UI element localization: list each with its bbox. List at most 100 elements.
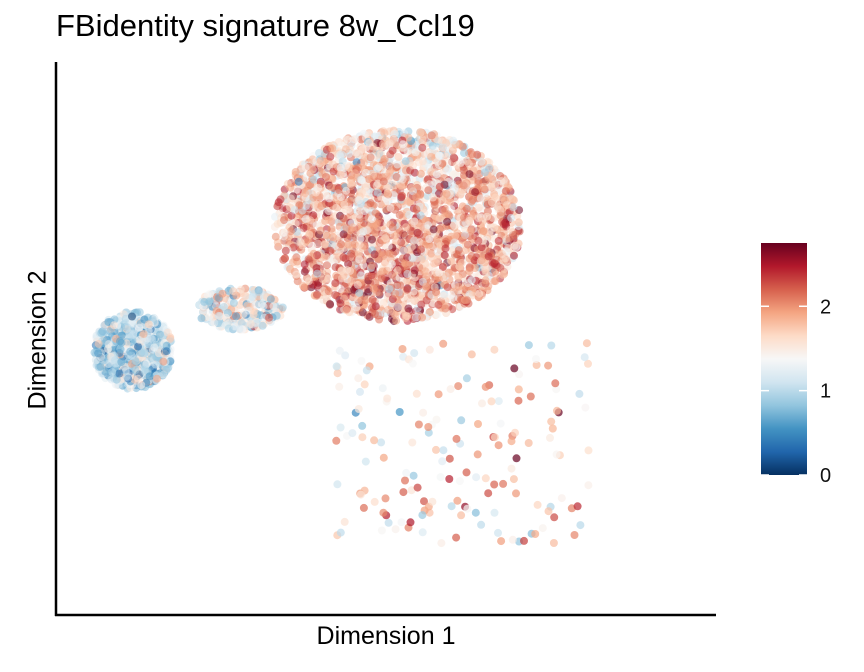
data-point [252,319,261,327]
data-point [292,270,301,279]
data-point [544,361,553,370]
data-point [458,236,467,245]
data-point [508,535,517,544]
data-point [347,249,356,258]
data-point [477,256,486,265]
data-point [357,176,366,185]
data-point [472,473,481,482]
data-point [467,350,476,359]
data-point [557,494,566,503]
data-point [229,287,238,296]
data-point [581,403,590,412]
data-point [97,329,106,338]
data-point [139,330,148,338]
data-point [482,269,491,278]
data-point [252,300,261,309]
data-point [348,429,357,438]
data-point [514,385,523,394]
data-point [397,182,406,191]
data-point [447,257,456,266]
data-point [440,251,449,260]
data-point [323,261,331,270]
data-point [335,186,344,194]
data-point [394,153,403,161]
data-point [384,242,393,251]
data-point [438,263,447,271]
data-point [501,187,510,196]
data-point [492,270,501,279]
data-point [404,133,413,142]
data-point [490,345,499,354]
data-point [433,234,442,243]
data-point [393,281,402,290]
data-point [474,420,482,428]
data-point [449,153,458,162]
data-point [435,225,444,234]
data-point [357,296,366,305]
data-point [551,379,560,388]
data-point [381,494,390,503]
data-point [485,230,494,239]
data-point [375,288,384,297]
data-point [409,161,418,170]
data-point [509,475,518,484]
data-point [404,304,413,313]
data-point [286,194,295,203]
data-point [476,194,485,203]
data-point [507,437,516,446]
data-point [131,366,140,374]
data-point [429,193,437,202]
data-point [356,490,365,499]
data-point [131,357,140,365]
data-point [379,250,388,259]
data-point [162,366,171,375]
data-point [424,186,433,195]
data-point [487,198,496,207]
data-point [326,152,335,161]
data-point [326,246,335,255]
data-point [339,214,348,223]
data-point [452,434,461,443]
data-point [281,254,289,263]
data-point [531,530,540,538]
data-point [418,511,427,520]
x-axis-label: Dimension 1 [316,622,456,650]
data-point [317,202,326,211]
data-point [112,375,121,384]
data-point [435,214,444,223]
data-point [465,170,474,179]
data-point [110,315,119,324]
colorbar [761,243,807,475]
data-point [300,283,309,292]
data-point [478,399,486,408]
data-point [364,175,373,183]
data-point [384,305,393,314]
data-point [494,236,503,245]
data-point [462,468,471,477]
data-point [372,181,381,190]
data-point [326,300,334,309]
data-point [420,497,428,506]
data-point [433,247,442,256]
data-point [533,500,542,509]
data-point [348,223,357,232]
data-point [395,408,404,416]
data-point [286,183,295,192]
data-point [354,374,363,383]
data-point [383,394,392,403]
data-point [309,175,318,184]
data-point [385,285,394,293]
data-point [397,518,406,527]
data-point [121,314,130,323]
data-point [399,488,408,497]
data-point [402,468,411,477]
data-point [393,160,402,169]
data-point [336,299,345,308]
data-point [377,438,386,447]
data-point [496,205,505,214]
data-point [398,175,407,184]
data-point [134,342,142,351]
data-point [126,347,135,356]
data-point [379,453,388,462]
data-point [481,474,490,483]
